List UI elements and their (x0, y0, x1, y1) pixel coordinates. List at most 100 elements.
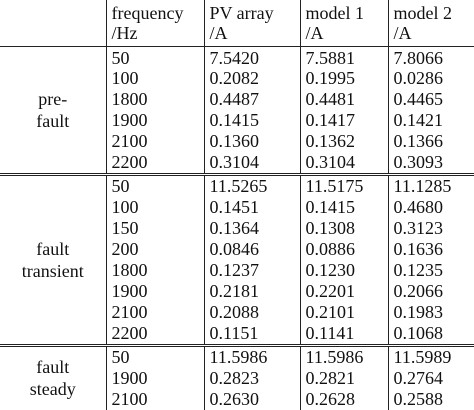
frequency-cell: 1800 (106, 259, 205, 281)
group-label-cell: fault transient (0, 172, 107, 346)
model-2-cell: 0.1235 (393, 260, 444, 281)
table-row: 200 0.0846 0.0886 0.1636 (0, 238, 474, 260)
table-row: 1900 0.2181 0.2201 0.2066 (0, 280, 474, 302)
model-2-cell: 0.1636 (393, 239, 444, 260)
frequency-cell: 2200 (106, 151, 205, 175)
table-body: pre-fault 50 7.5420 7.5881 7.8066 100 0.2082 0.… (0, 46, 474, 410)
model-1-cell: 0.2101 (300, 301, 389, 323)
table-row: 2100 0.2088 0.2101 0.1983 (0, 301, 474, 323)
frequency-cell: 1900 (106, 109, 205, 131)
model-2-cell: 0.1366 (393, 131, 444, 152)
model-2-cell: 0.4680 (393, 197, 444, 218)
table-row: 1900 0.1415 0.1417 0.1421 (0, 109, 474, 131)
model-2-cell: 0.2764 (393, 368, 444, 389)
pv-array-cell: 0.1360 (204, 130, 301, 152)
pv-array-cell: 0.1237 (204, 259, 301, 281)
frequency-cell: 150 (106, 217, 205, 239)
model-2-cell: 0.4465 (393, 89, 444, 110)
header-model-1: model 1/A (300, 0, 389, 47)
header-pv-array-unit: /A (209, 23, 228, 43)
model-2-cell: 7.8066 (393, 47, 444, 68)
frequency-cell: 1900 (106, 367, 205, 389)
table-row: fault transient 50 11.5265 11.5175 11.1285 (0, 172, 474, 346)
header-model-2-line1: model 2 (393, 3, 453, 23)
pv-array-cell: 0.2088 (204, 301, 301, 323)
table-row: 2100 0.2630 0.2628 0.2588 (0, 388, 474, 410)
table-row: 2100 0.1360 0.1362 0.1366 (0, 130, 474, 152)
header-frequency-line1: frequency (111, 3, 184, 23)
model-1-cell: 0.2628 (300, 388, 389, 410)
model-2-cell: 0.1983 (393, 302, 444, 323)
frequency-cell: 2100 (106, 130, 205, 152)
model-2-cell: 0.3093 (393, 152, 444, 173)
frequency-cell: 50 (106, 343, 205, 368)
model-1-cell: 0.2201 (300, 280, 389, 302)
header-frequency-unit: /Hz (111, 23, 138, 43)
pv-array-cell: 0.2630 (204, 388, 301, 410)
header-model-2-unit: /A (393, 23, 412, 43)
frequency-cell: 50 (106, 172, 205, 197)
group-label-line1: fault (36, 238, 70, 259)
group-label-line1: pre- (38, 88, 68, 109)
pv-array-cell: 0.0846 (204, 238, 301, 260)
table-row: 2200 0.1151 0.1141 0.1068 (0, 322, 474, 346)
frequency-cell: 1800 (106, 88, 205, 110)
group-label-line2: fault (36, 110, 70, 131)
group-label-line2: transient (21, 260, 84, 281)
model-1-cell: 11.5986 (300, 343, 389, 368)
pv-array-cell: 11.5986 (204, 343, 301, 368)
pv-array-cell: 0.3104 (204, 151, 301, 175)
table-row: 100 0.2082 0.1995 0.0286 (0, 68, 474, 89)
pv-array-cell: 0.4487 (204, 88, 301, 110)
model-1-cell: 0.1415 (300, 196, 389, 218)
frequency-cell: 100 (106, 196, 205, 218)
model-1-cell: 0.1362 (300, 130, 389, 152)
pv-array-cell: 0.1364 (204, 217, 301, 239)
header-corner-cell (0, 0, 107, 47)
model-1-cell: 0.1417 (300, 109, 389, 131)
model-1-cell: 0.0886 (300, 238, 389, 260)
model-2-cell: 11.1285 (388, 172, 474, 197)
table-row: 2200 0.3104 0.3104 0.3093 (0, 151, 474, 175)
header-frequency: frequency/Hz (106, 0, 205, 47)
model-2-cell: 0.3123 (393, 218, 444, 239)
header-pv-array: PV array/A (204, 0, 301, 47)
model-1-cell: 0.4481 (300, 88, 389, 110)
pv-array-cell: 0.1415 (204, 109, 301, 131)
table-row: 1800 0.1237 0.1230 0.1235 (0, 259, 474, 281)
table-row: 150 0.1364 0.1308 0.3123 (0, 217, 474, 239)
model-2-cell: 11.5989 (388, 343, 474, 368)
table-row: 1900 0.2823 0.2821 0.2764 (0, 367, 474, 389)
group-label-cell: pre-fault (0, 46, 107, 175)
table-row: 1800 0.4487 0.4481 0.4465 (0, 88, 474, 110)
frequency-cell: 50 (106, 46, 205, 68)
model-1-cell: 7.5881 (300, 46, 389, 68)
frequency-cell: 2200 (106, 322, 205, 346)
model-2-cell: 0.2066 (393, 281, 444, 302)
table-row: pre-fault 50 7.5420 7.5881 7.8066 (0, 46, 474, 175)
pv-array-cell: 11.5265 (204, 172, 301, 197)
frequency-cell: 2100 (106, 388, 205, 410)
model-1-cell: 0.1230 (300, 259, 389, 281)
model-2-cell: 0.1421 (393, 110, 444, 131)
model-2-cell: 0.2588 (393, 389, 444, 410)
pv-array-cell: 0.2082 (204, 68, 301, 89)
table-row: 100 0.1451 0.1415 0.4680 (0, 196, 474, 218)
pv-array-cell: 0.1451 (204, 196, 301, 218)
frequency-cell: 100 (106, 68, 205, 89)
group-label-line1: fault (36, 357, 70, 378)
header-model-2: model 2/A (388, 0, 474, 47)
model-2-cell: 0.0286 (393, 68, 444, 89)
model-1-cell: 0.1995 (300, 68, 389, 89)
model-2-cell: 0.1068 (393, 323, 444, 344)
pv-array-cell: 0.2823 (204, 367, 301, 389)
model-1-cell: 0.1141 (300, 322, 389, 346)
model-1-cell: 0.3104 (300, 151, 389, 175)
group-label-cell: fault steady (0, 343, 107, 410)
table-row: fault steady 50 11.5986 11.5986 11.5989 (0, 343, 474, 410)
frequency-cell: 200 (106, 238, 205, 260)
header-model-1-line1: model 1 (305, 3, 365, 23)
pv-array-cell: 0.2181 (204, 280, 301, 302)
